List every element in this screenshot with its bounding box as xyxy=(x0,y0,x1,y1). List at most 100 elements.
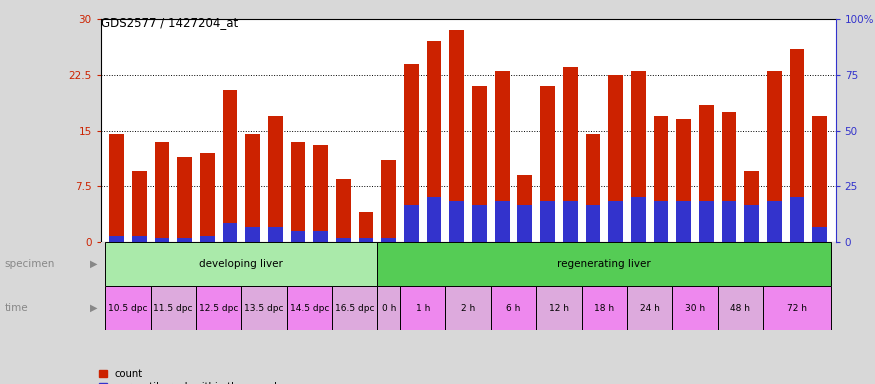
Bar xyxy=(473,205,487,242)
Bar xyxy=(196,286,242,330)
Text: 10.5 dpc: 10.5 dpc xyxy=(108,304,148,313)
Bar xyxy=(287,286,332,330)
Bar xyxy=(790,197,804,242)
Bar xyxy=(517,205,532,242)
Text: 1 h: 1 h xyxy=(416,304,430,313)
Bar xyxy=(626,286,672,330)
Bar xyxy=(473,86,487,242)
Bar xyxy=(654,201,668,242)
Bar xyxy=(494,71,509,242)
Bar xyxy=(427,41,442,242)
Text: ▶: ▶ xyxy=(90,259,98,269)
Text: 0 h: 0 h xyxy=(382,304,396,313)
Bar xyxy=(332,286,377,330)
Bar xyxy=(336,238,351,242)
Bar xyxy=(654,116,668,242)
Text: specimen: specimen xyxy=(4,259,55,269)
Bar xyxy=(132,171,147,242)
Bar xyxy=(105,242,377,286)
Bar xyxy=(427,197,442,242)
Bar xyxy=(582,286,626,330)
Bar xyxy=(400,286,445,330)
Bar xyxy=(109,236,124,242)
Bar xyxy=(699,201,714,242)
Bar xyxy=(155,142,169,242)
Bar xyxy=(109,134,124,242)
Bar xyxy=(382,160,396,242)
Bar xyxy=(290,231,305,242)
Bar xyxy=(540,201,555,242)
Bar xyxy=(608,201,623,242)
Text: ▶: ▶ xyxy=(90,303,98,313)
Bar xyxy=(268,116,283,242)
Bar xyxy=(155,238,169,242)
Bar xyxy=(245,134,260,242)
Bar xyxy=(790,49,804,242)
Bar xyxy=(608,75,623,242)
Bar xyxy=(404,64,419,242)
Bar xyxy=(150,286,196,330)
Text: 12 h: 12 h xyxy=(549,304,569,313)
Bar xyxy=(718,286,763,330)
Bar xyxy=(450,30,464,242)
Bar xyxy=(672,286,718,330)
Bar xyxy=(377,242,831,286)
Bar xyxy=(445,286,491,330)
Text: 16.5 dpc: 16.5 dpc xyxy=(335,304,374,313)
Bar xyxy=(722,112,737,242)
Text: developing liver: developing liver xyxy=(200,259,284,269)
Bar xyxy=(377,286,400,330)
Text: 2 h: 2 h xyxy=(461,304,475,313)
Bar xyxy=(536,286,582,330)
Bar xyxy=(268,227,283,242)
Bar xyxy=(494,201,509,242)
Text: 6 h: 6 h xyxy=(507,304,521,313)
Bar xyxy=(676,201,691,242)
Bar xyxy=(245,227,260,242)
Bar xyxy=(242,286,287,330)
Bar xyxy=(105,286,150,330)
Bar xyxy=(359,238,374,242)
Bar xyxy=(767,201,781,242)
Text: time: time xyxy=(4,303,28,313)
Bar xyxy=(767,71,781,242)
Text: 13.5 dpc: 13.5 dpc xyxy=(244,304,284,313)
Bar xyxy=(450,201,464,242)
Bar xyxy=(699,104,714,242)
Bar xyxy=(177,157,192,242)
Bar xyxy=(177,238,192,242)
Bar xyxy=(745,205,760,242)
Bar xyxy=(382,238,396,242)
Bar xyxy=(585,205,600,242)
Bar xyxy=(336,179,351,242)
Bar xyxy=(359,212,374,242)
Bar xyxy=(631,197,646,242)
Text: 72 h: 72 h xyxy=(787,304,807,313)
Bar xyxy=(222,223,237,242)
Text: 18 h: 18 h xyxy=(594,304,614,313)
Bar xyxy=(563,68,578,242)
Bar xyxy=(540,86,555,242)
Bar xyxy=(812,116,827,242)
Bar xyxy=(290,142,305,242)
Bar xyxy=(676,119,691,242)
Bar xyxy=(631,71,646,242)
Bar xyxy=(517,175,532,242)
Text: 24 h: 24 h xyxy=(640,304,660,313)
Bar xyxy=(745,171,760,242)
Text: 30 h: 30 h xyxy=(685,304,705,313)
Bar xyxy=(200,236,214,242)
Bar xyxy=(491,286,536,330)
Bar xyxy=(313,231,328,242)
Bar xyxy=(222,90,237,242)
Bar xyxy=(763,286,831,330)
Legend: count, percentile rank within the sample: count, percentile rank within the sample xyxy=(97,367,285,384)
Bar xyxy=(563,201,578,242)
Text: regenerating liver: regenerating liver xyxy=(557,259,651,269)
Bar xyxy=(404,205,419,242)
Text: 12.5 dpc: 12.5 dpc xyxy=(199,304,238,313)
Bar xyxy=(313,146,328,242)
Bar xyxy=(585,134,600,242)
Text: 48 h: 48 h xyxy=(731,304,751,313)
Bar xyxy=(812,227,827,242)
